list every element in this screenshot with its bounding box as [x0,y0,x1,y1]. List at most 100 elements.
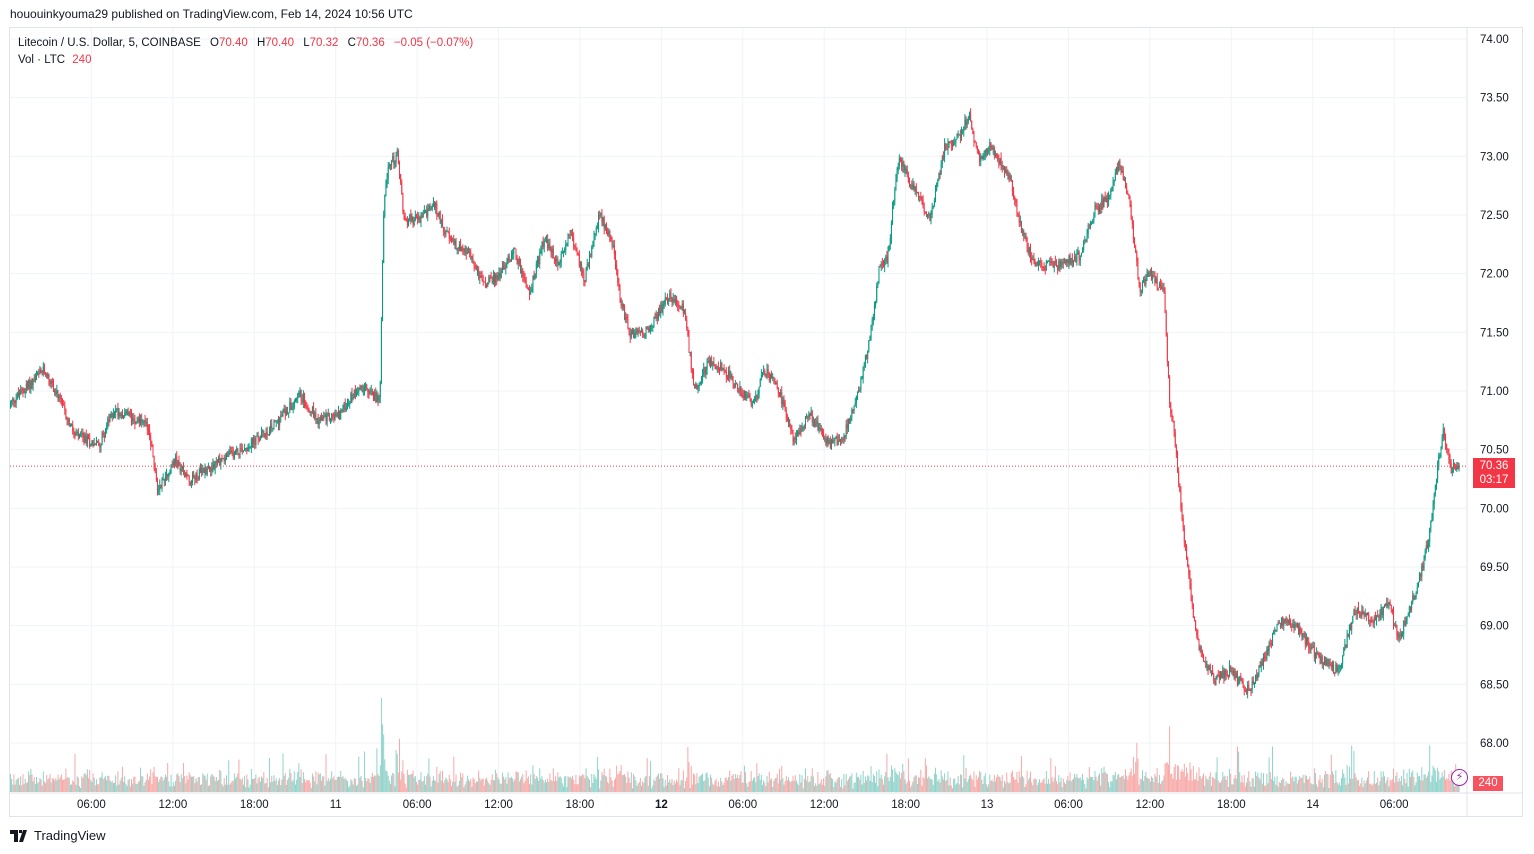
candle-body [496,275,498,280]
volume-bar [1440,777,1442,792]
volume-bar [374,775,376,792]
candle-body [715,365,717,369]
volume-bar [1149,781,1151,792]
volume-bar [546,782,548,792]
candle-body [551,248,553,253]
volume-bar [54,780,56,792]
volume-bar [445,777,447,792]
candle-body [1027,248,1029,253]
candle-body [1036,262,1038,266]
candle-body [916,191,918,193]
volume-bar [1054,766,1056,792]
volume-bar [1224,775,1226,792]
candle-body [110,412,112,418]
candle-body [1426,545,1428,548]
candle-body [353,389,355,398]
candle-body [1121,170,1123,172]
candle-body [1275,629,1277,631]
candle-body [1383,605,1385,608]
volume-bar [794,775,796,792]
candle-body [961,132,963,138]
volume-bar [1096,780,1098,792]
candle-body [1008,174,1010,179]
candle-body [1286,619,1288,624]
candle-body [833,440,835,442]
candle-body [972,128,974,134]
candle-body [246,448,248,451]
candle-body [285,411,287,415]
candle-body [88,436,90,439]
symbol-title[interactable]: Litecoin / U.S. Dollar, 5, COINBASE [18,37,201,49]
candle-body [638,330,640,332]
candle-body [190,482,192,485]
candle-body [651,326,653,328]
candle-body [55,390,57,395]
candle-body [1329,663,1331,666]
volume-bar [481,778,483,792]
candle-body [138,418,140,423]
candle-body [196,473,198,479]
candle-body [915,186,917,193]
candle-body [541,242,543,251]
candle-body [441,219,443,228]
volume-bar [877,786,879,792]
candle-body [1221,673,1223,678]
volume-bar [780,779,782,792]
tradingview-logo[interactable]: TradingView [10,828,106,843]
candle-body [714,364,716,366]
candle-body [178,460,180,465]
volume-bar [109,780,111,792]
volume-bar [1129,772,1131,792]
volume-bar [720,777,722,792]
candle-body [702,374,704,380]
candle-body [1216,674,1218,678]
volume-bar [573,779,575,792]
candle-body [91,440,93,445]
volume-bar [958,784,960,792]
volume-bar [478,770,480,792]
candle-body [998,159,1000,165]
lightning-icon[interactable]: ⚡ [1451,769,1468,786]
candle-body [854,403,856,406]
volume-bar [263,771,265,792]
volume-bar [1141,770,1143,792]
candle-body [1213,674,1215,681]
candle-body [270,424,272,431]
volume-bar [214,780,216,792]
candle-body [328,412,330,420]
volume-bar [927,778,929,792]
candle-body [1234,670,1236,679]
candle-body [526,287,528,289]
volume-bar [933,773,935,792]
volume-label[interactable]: Vol · LTC [18,54,66,66]
candle-body [792,430,794,442]
volume-bar [1026,770,1028,792]
candle-body [785,410,787,419]
candle-body [59,394,61,398]
candle-body [754,400,756,402]
candle-body [282,411,284,416]
candle-body [254,437,256,446]
candle-body [812,421,814,423]
volume-bar [354,779,356,792]
volume-bar [1270,778,1272,792]
candle-body [75,433,77,435]
volume-bar [1136,742,1138,792]
candle-body [1266,649,1268,659]
volume-bar [575,775,577,792]
candle-body [483,281,485,283]
candle-body [435,203,437,209]
candle-body [144,420,146,423]
candle-body [487,282,489,287]
candle-body [777,387,779,394]
candle-body [227,454,229,457]
candle-body [370,390,372,392]
candle-body [164,476,166,481]
candle-body [544,240,546,242]
candle-body [423,210,425,213]
candle-body [776,382,778,388]
candle-body [644,336,646,338]
volume-bar [397,772,399,792]
volume-bar [1069,772,1071,792]
